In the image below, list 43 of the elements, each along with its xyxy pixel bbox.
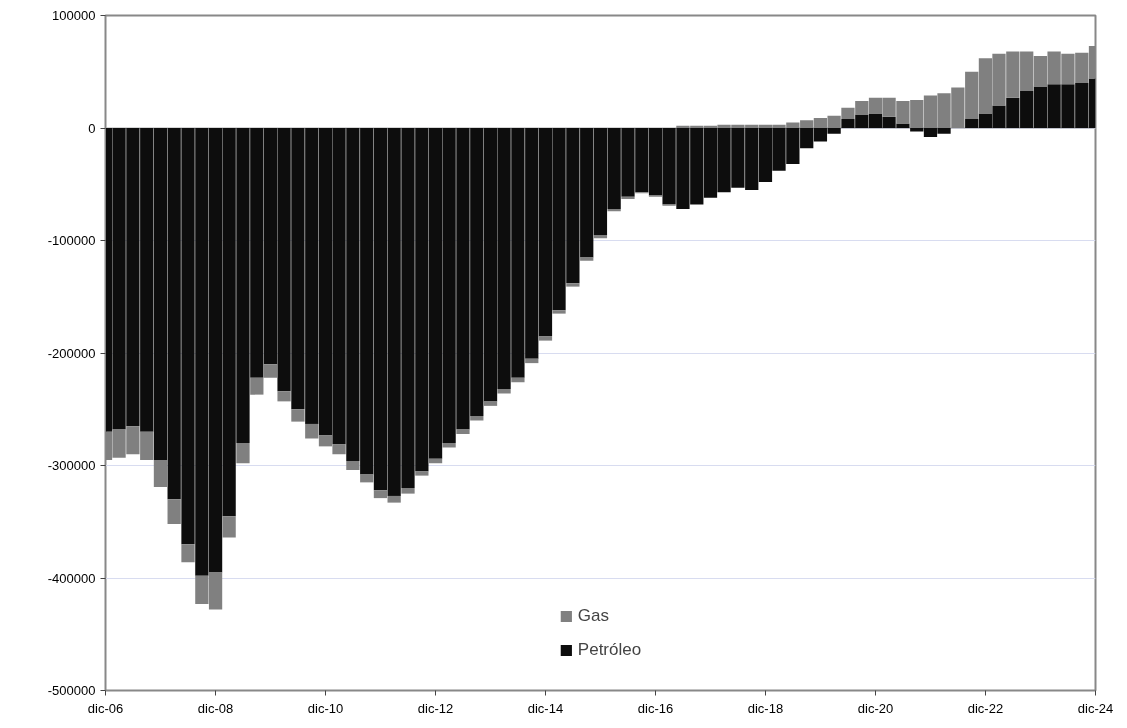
bar: [580, 257, 594, 261]
y-tick-label: -500000: [47, 683, 96, 698]
bar: [552, 310, 566, 314]
bar: [167, 499, 181, 524]
bar: [415, 471, 429, 476]
y-tick-label: -300000: [47, 458, 96, 473]
y-tick-label: -100000: [47, 233, 96, 248]
bar: [621, 196, 635, 199]
bar: [291, 409, 305, 422]
x-tick-label: dic-24: [1077, 700, 1114, 716]
bar: [470, 416, 484, 421]
bar: [607, 209, 621, 212]
y-tick-label: 100000: [52, 8, 96, 23]
bar: [250, 377, 264, 395]
x-tick-label: dic-16: [637, 700, 674, 716]
bar: [566, 283, 580, 287]
x-tick-label: dic-06: [87, 700, 124, 716]
x-tick-label: dic-08: [197, 700, 234, 716]
y-tick-label: 0: [88, 120, 96, 136]
bar: [263, 364, 278, 378]
bar: [497, 389, 511, 394]
bar: [277, 391, 291, 402]
x-tick-label: dic-22: [967, 700, 1004, 716]
legend-label: Petróleo: [577, 640, 642, 660]
x-tick-label: dic-14: [527, 700, 564, 716]
bar: [346, 461, 360, 470]
x-tick-label: dic-12: [417, 700, 454, 716]
bar: [222, 516, 236, 538]
bar: [538, 336, 553, 341]
bar: [483, 401, 498, 406]
x-tick-label: dic-18: [747, 700, 784, 716]
x-tick-label: dic-10: [307, 700, 344, 716]
bar: [401, 488, 415, 494]
bar: [456, 429, 470, 434]
bar: [442, 443, 456, 448]
bar: [511, 377, 525, 383]
bar: [181, 544, 195, 563]
bar: [153, 459, 168, 487]
y-tick-label: -400000: [47, 570, 96, 586]
bar: [236, 443, 250, 464]
x-tick-label: dic-20: [857, 700, 894, 716]
legend-label: Gas: [577, 606, 610, 626]
y-tick-label: -200000: [47, 345, 96, 361]
